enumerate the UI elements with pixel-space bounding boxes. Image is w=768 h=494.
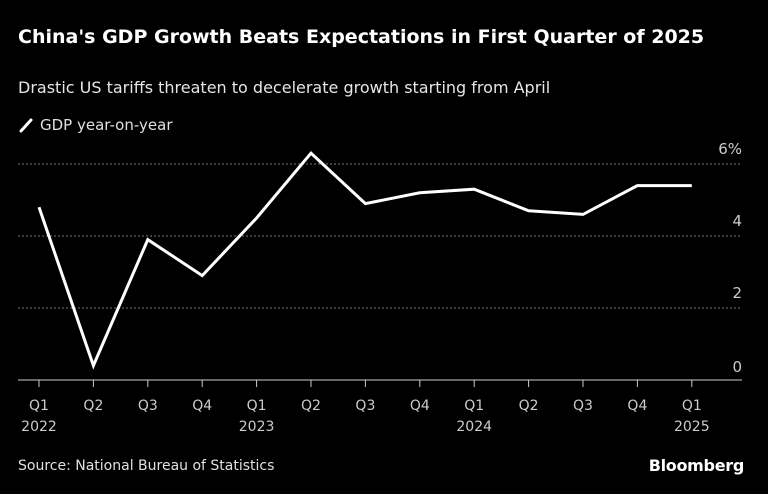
x-tick-label: Q4 bbox=[410, 398, 430, 414]
x-tick-label: Q1 bbox=[464, 398, 484, 414]
y-tick-label: 2 bbox=[732, 284, 742, 302]
x-tick-label: Q2 bbox=[519, 398, 539, 414]
x-tick-label: Q4 bbox=[192, 398, 212, 414]
y-tick-label: 0 bbox=[732, 358, 742, 376]
x-tick-label: Q2 bbox=[301, 398, 321, 414]
x-tick-label: Q3 bbox=[138, 398, 158, 414]
bloomberg-logo: Bloomberg bbox=[648, 456, 745, 475]
chart-title: China's GDP Growth Beats Expectations in… bbox=[18, 26, 705, 48]
legend-line-icon bbox=[19, 118, 33, 133]
source-note: Source: National Bureau of Statistics bbox=[18, 458, 275, 474]
x-year-label: 2024 bbox=[456, 419, 492, 435]
legend-label: GDP year-on-year bbox=[40, 116, 173, 134]
y-tick-label: 6% bbox=[718, 140, 742, 158]
x-year-label: 2025 bbox=[674, 419, 710, 435]
x-tick-label: Q1 bbox=[247, 398, 267, 414]
x-year-label: 2023 bbox=[239, 419, 275, 435]
x-tick-label: Q3 bbox=[573, 398, 593, 414]
x-tick-label: Q3 bbox=[355, 398, 375, 414]
x-tick-label: Q1 bbox=[682, 398, 702, 414]
chart-subtitle: Drastic US tariffs threaten to decelerat… bbox=[18, 78, 551, 97]
y-tick-label: 4 bbox=[732, 212, 742, 230]
series-line bbox=[37, 151, 692, 370]
x-tick-label: Q2 bbox=[83, 398, 103, 414]
x-tick-label: Q4 bbox=[627, 398, 647, 414]
x-year-label: 2022 bbox=[21, 419, 57, 435]
x-tick-label: Q1 bbox=[29, 398, 49, 414]
legend: GDP year-on-year bbox=[18, 116, 172, 134]
line-chart: 0 2 4 6% Q1 2022 Q2 Q3 Q4 Q1 2023 Q2 Q3 Q4 Q1 2024 Q2 Q3 Q… bbox=[18, 140, 742, 435]
